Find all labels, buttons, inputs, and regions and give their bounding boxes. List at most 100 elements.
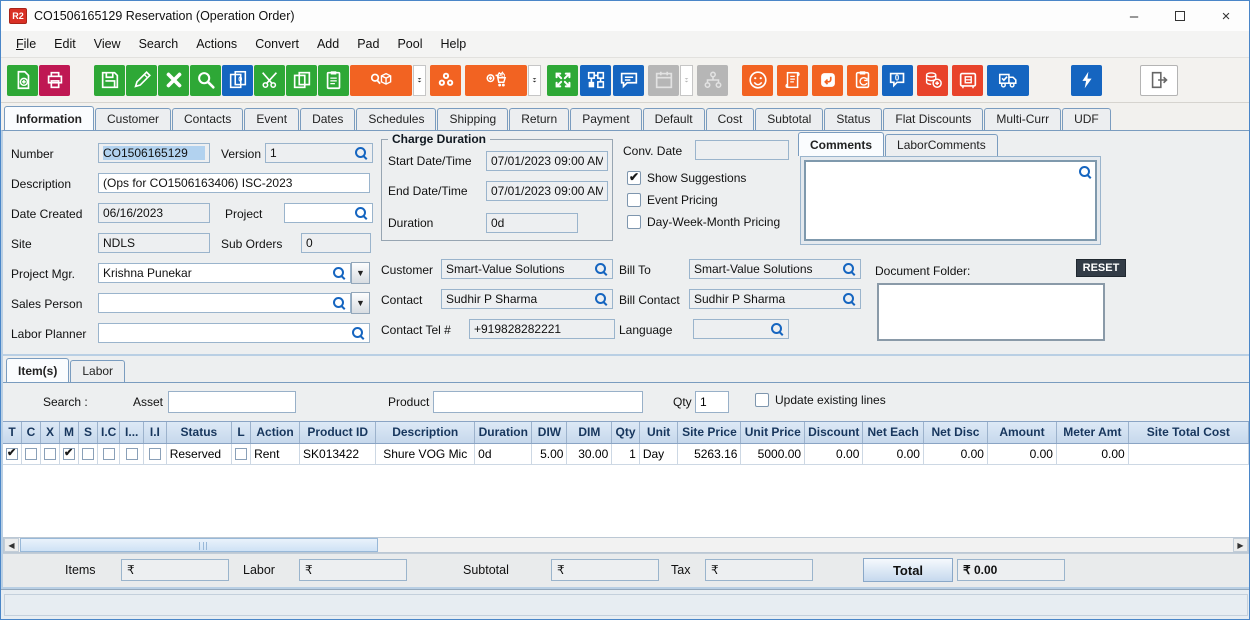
column-header-discount[interactable]: Discount <box>804 422 864 444</box>
menu-file[interactable]: File <box>16 37 37 51</box>
tab-contacts[interactable]: Contacts <box>172 108 244 130</box>
project-mgr-search-icon[interactable] <box>332 266 346 280</box>
conv-date-field[interactable] <box>695 140 789 160</box>
document-folder-box[interactable] <box>877 283 1105 341</box>
tab-subtotal[interactable]: Subtotal <box>755 108 824 130</box>
cell-meter-amt[interactable]: 0.00 <box>1056 443 1129 465</box>
product-input[interactable] <box>433 391 643 413</box>
column-header-qty[interactable]: Qty <box>611 422 640 444</box>
add-po-dropdown[interactable] <box>528 64 541 96</box>
total-button[interactable]: Total <box>863 558 953 582</box>
update-existing-checkbox-box[interactable] <box>755 393 769 407</box>
checkbox-box[interactable] <box>627 170 641 185</box>
quick-action-button[interactable] <box>1071 64 1102 96</box>
cell-net-disc[interactable]: 0.00 <box>923 443 988 465</box>
labor-planner-field[interactable] <box>98 323 370 343</box>
menu-help[interactable]: Help <box>440 37 467 51</box>
tab-shipping[interactable]: Shipping <box>437 108 509 130</box>
print-button[interactable] <box>39 64 70 96</box>
sub-orders-field[interactable]: 0 <box>301 233 371 253</box>
edit-button[interactable] <box>126 64 157 96</box>
row-checkbox[interactable] <box>25 448 37 461</box>
vault-button[interactable] <box>952 64 983 96</box>
tab-return[interactable]: Return <box>509 108 570 130</box>
language-search-icon[interactable] <box>770 322 784 336</box>
maximize-button[interactable] <box>1157 1 1203 31</box>
search-items-dropdown[interactable] <box>413 64 426 96</box>
copy-record-button[interactable]: 0 <box>222 64 253 96</box>
items-tab-labor[interactable]: Labor <box>70 360 126 382</box>
tab-multi-curr[interactable]: Multi-Curr <box>984 108 1062 130</box>
tab-information[interactable]: Information <box>4 106 94 130</box>
labor-planner-search-icon[interactable] <box>351 326 365 340</box>
quote-bubble-button[interactable]: 0 <box>882 64 913 96</box>
menu-convert[interactable]: Convert <box>255 37 299 51</box>
bill-contact-search-icon[interactable] <box>842 292 856 306</box>
save-button[interactable] <box>94 64 125 96</box>
cell-check-s[interactable] <box>78 443 98 465</box>
column-header-i-c[interactable]: I.C <box>97 422 121 444</box>
checkbox-box[interactable] <box>627 215 641 229</box>
checkbox-show-suggestions[interactable]: Show Suggestions <box>627 170 746 185</box>
column-header-i-[interactable]: I... <box>119 422 145 444</box>
version-field[interactable]: 1 <box>265 143 373 163</box>
exit-button[interactable] <box>1140 64 1178 96</box>
comments-textarea[interactable] <box>804 160 1097 241</box>
delete-button[interactable] <box>158 64 189 96</box>
add-charges-button[interactable] <box>917 64 948 96</box>
site-field[interactable]: NDLS <box>98 233 210 253</box>
cell-check-c[interactable] <box>21 443 41 465</box>
comments-search-icon[interactable] <box>1078 165 1092 179</box>
cell-action[interactable]: Rent <box>250 443 301 465</box>
column-header-site-total-cost[interactable]: Site Total Cost <box>1128 422 1249 444</box>
customer-search-icon[interactable] <box>594 262 608 276</box>
project-search-icon[interactable] <box>354 206 368 220</box>
tab-schedules[interactable]: Schedules <box>356 108 437 130</box>
column-header-diw[interactable]: DIW <box>531 422 568 444</box>
row-checkbox[interactable] <box>148 448 161 461</box>
workflow-button[interactable] <box>580 64 611 96</box>
tab-status[interactable]: Status <box>824 108 883 130</box>
row-checkbox[interactable] <box>63 446 75 461</box>
column-header-site-price[interactable]: Site Price <box>677 422 742 444</box>
menu-pool[interactable]: Pool <box>397 37 423 51</box>
contact-search-icon[interactable] <box>594 292 608 306</box>
row-checkbox[interactable] <box>125 448 138 461</box>
column-header-unit[interactable]: Unit <box>639 422 679 444</box>
update-existing-checkbox[interactable]: Update existing lines <box>755 393 886 407</box>
cell-net-each[interactable]: 0.00 <box>862 443 924 465</box>
cell-status[interactable]: Reserved <box>166 443 233 465</box>
row-checkbox[interactable] <box>6 446 18 461</box>
bill-to-field[interactable]: Smart-Value Solutions <box>689 259 861 279</box>
scroll-left-arrow[interactable]: ◀ <box>4 538 19 552</box>
expand-button[interactable] <box>547 64 578 96</box>
sales-person-field[interactable] <box>98 293 351 313</box>
column-header-description[interactable]: Description <box>375 422 476 444</box>
column-header-x[interactable]: X <box>40 422 60 444</box>
close-button[interactable]: × <box>1221 7 1231 25</box>
column-header-i-i[interactable]: I.I <box>143 422 167 444</box>
cell-check-i-c[interactable] <box>97 443 121 465</box>
asset-input[interactable] <box>168 391 296 413</box>
column-header-l[interactable]: L <box>231 422 252 444</box>
cell-dim[interactable]: 30.00 <box>566 443 613 465</box>
delivery-button[interactable] <box>987 64 1029 96</box>
add-purchase-order-button[interactable]: PO <box>465 64 527 96</box>
tab-event[interactable]: Event <box>244 108 300 130</box>
tab-udf[interactable]: UDF <box>1062 108 1111 130</box>
cell-site-price[interactable]: 5263.16 <box>677 443 742 465</box>
tab-flat-discounts[interactable]: Flat Discounts <box>883 108 984 130</box>
date-created-field[interactable]: 06/16/2023 <box>98 203 210 223</box>
cell-site-total-cost[interactable] <box>1128 443 1249 465</box>
cell-check-x[interactable] <box>40 443 60 465</box>
customer-smiley-button[interactable] <box>742 64 773 96</box>
horizontal-scrollbar[interactable]: ◀ ▶ <box>3 537 1249 553</box>
cell-amount[interactable]: 0.00 <box>987 443 1057 465</box>
scroll-right-arrow[interactable]: ▶ <box>1233 538 1248 552</box>
cell-check-t[interactable] <box>3 443 22 465</box>
tab-cost[interactable]: Cost <box>705 108 755 130</box>
customer-field[interactable]: Smart-Value Solutions <box>441 259 613 279</box>
project-mgr-field[interactable]: Krishna Punekar <box>98 263 351 283</box>
cell-duration[interactable]: 0d <box>474 443 533 465</box>
